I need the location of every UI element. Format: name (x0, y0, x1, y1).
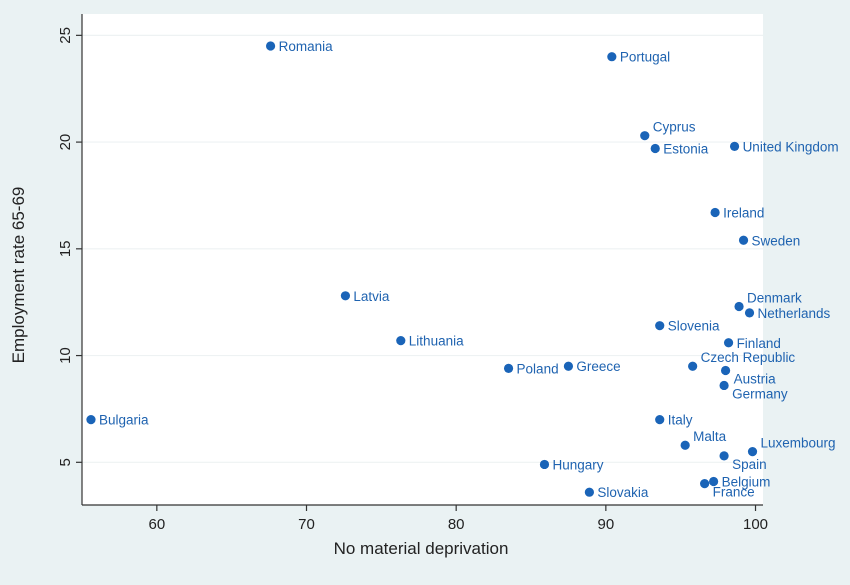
data-point (563, 361, 574, 371)
plot-area (82, 14, 763, 505)
data-point (584, 487, 594, 497)
data-point (738, 235, 749, 245)
y-tick-label: 15 (57, 240, 74, 257)
data-point (710, 207, 720, 218)
data-point (680, 440, 690, 450)
point-label: Netherlands (758, 306, 831, 321)
point-label: France (713, 485, 755, 500)
point-label: Cyprus (653, 120, 696, 135)
y-tick-label: 20 (57, 134, 74, 151)
data-point (655, 415, 665, 425)
point-label: United Kingdom (743, 139, 839, 154)
point-label: Estonia (663, 141, 709, 156)
data-points: Romania Portugal Cyprus Estonia United Kingd… (86, 39, 839, 500)
point-label: Ireland (723, 206, 764, 221)
point-label: Poland (517, 361, 559, 376)
point-label: Germany (732, 386, 788, 401)
point-label: Belgium (722, 475, 771, 490)
point-label: Malta (693, 429, 727, 444)
point-label: Spain (732, 457, 767, 472)
point-label: Czech Republic (701, 350, 796, 365)
x-tick-label: 60 (148, 516, 165, 533)
data-point (340, 291, 351, 301)
data-point (719, 380, 729, 391)
gridlines (82, 34, 763, 463)
x-axis-title: No material deprivation (334, 539, 509, 558)
data-point (744, 308, 755, 318)
point-label: Sweden (752, 233, 801, 248)
point-label: Latvia (353, 289, 390, 304)
point-label: Slovakia (597, 485, 649, 500)
point-label: Romania (279, 39, 334, 54)
data-point (265, 41, 276, 51)
data-point (86, 415, 96, 425)
point-label: Italy (668, 413, 693, 428)
point-label: Bulgaria (99, 413, 149, 428)
x-tick-label: 100 (743, 516, 768, 533)
data-point (709, 476, 719, 487)
data-point (723, 338, 734, 348)
y-tick-label: 25 (57, 27, 74, 44)
point-label: Lithuania (409, 334, 464, 349)
data-point (640, 131, 650, 141)
data-point (539, 459, 550, 470)
data-point (734, 301, 744, 312)
point-label: Denmark (747, 290, 802, 305)
y-axis-title: Employment rate 65-69 (9, 187, 28, 364)
data-point (688, 361, 698, 371)
point-label: Finland (737, 336, 781, 351)
y-tick-label: 5 (57, 458, 74, 466)
point-label: Portugal (620, 50, 670, 65)
data-point (719, 451, 729, 461)
x-tick-label: 80 (448, 516, 465, 533)
data-point (650, 143, 660, 154)
data-point (700, 479, 710, 489)
data-point (607, 52, 617, 62)
data-point (747, 447, 758, 457)
data-point (396, 336, 406, 346)
x-tick-label: 90 (598, 516, 615, 533)
point-label: Luxembourg (761, 436, 836, 451)
data-point (729, 141, 740, 151)
data-point (503, 363, 514, 373)
point-label: Greece (576, 359, 620, 374)
point-label: Slovenia (668, 319, 720, 334)
x-tick-label: 70 (298, 516, 315, 533)
y-tick-label: 10 (57, 347, 74, 364)
point-label: Austria (734, 372, 777, 387)
point-label: Hungary (552, 457, 603, 472)
data-point (720, 365, 731, 376)
axes: 5 10 15 20 25 60 70 80 90 100 (57, 14, 768, 533)
data-point (655, 321, 665, 331)
